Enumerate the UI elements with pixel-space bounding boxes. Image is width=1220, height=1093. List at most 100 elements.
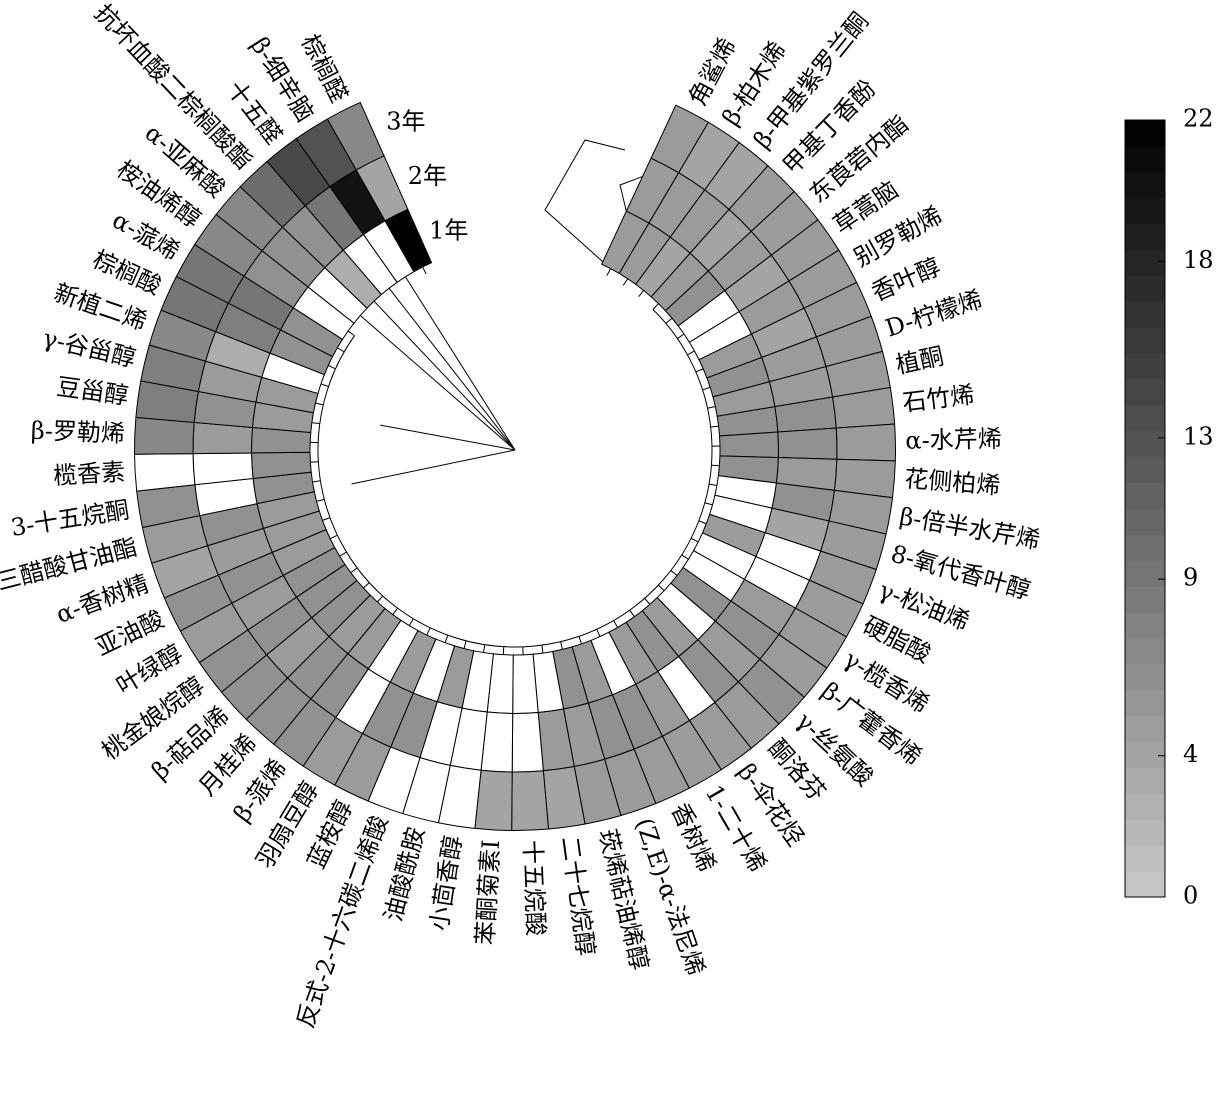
dendrogram-leaf (320, 383, 329, 388)
dendrogram-leaf (339, 551, 347, 557)
dendrogram-leaf (708, 483, 717, 486)
dendrogram-leaf (541, 645, 544, 654)
dendrogram-leaf (337, 347, 345, 353)
dendrogram-branch (351, 424, 516, 485)
dendrogram-leaf (463, 640, 467, 649)
dendrogram-leaf (704, 502, 713, 506)
heat-cell (511, 770, 550, 831)
colorbar-frame (1124, 119, 1166, 898)
heat-cell (718, 431, 779, 459)
heat-cell (777, 427, 838, 460)
colorbar-band (1125, 741, 1165, 768)
dendrogram-leaf (408, 618, 414, 626)
heat-cell (134, 453, 196, 492)
colorbar-band (1125, 145, 1165, 173)
dendrogram-leaf (702, 386, 711, 391)
colorbar-tick-label: 22 (1183, 105, 1214, 133)
dendrogram-leaf (328, 365, 336, 370)
dendrogram-leaf (613, 620, 619, 628)
colorbar-band (1125, 430, 1165, 458)
colorbar-band (1125, 327, 1165, 354)
colorbar-band (1125, 871, 1165, 898)
dendrogram-leaf (377, 595, 384, 603)
colorbar-band (1125, 275, 1165, 302)
dendrogram-leaf (578, 636, 583, 645)
heat-cell (326, 101, 385, 171)
dendrogram-leaf (322, 517, 331, 521)
dendrogram-leaf (404, 276, 411, 284)
colorbar-band (1125, 638, 1165, 665)
dendrogram-leaf (687, 350, 695, 356)
dendrogram-leaf (711, 464, 720, 467)
dendrogram-branch (366, 320, 516, 451)
colorbar-band (1125, 793, 1165, 820)
colorbar-band (1125, 586, 1165, 613)
dendrogram-leaf (670, 570, 678, 576)
dendrogram-leaf (311, 422, 320, 425)
category-label: 榄香素 (52, 458, 126, 490)
colorbar-band (1125, 197, 1165, 225)
category-label: β-罗勒烯 (30, 416, 125, 447)
category-label: 二十七烷醇 (556, 835, 600, 958)
dendrogram-branch (393, 294, 516, 451)
dendrogram-leaf (483, 644, 486, 653)
colorbar-band (1125, 767, 1165, 794)
colorbar-band (1125, 715, 1165, 743)
dendrogram-leaf (316, 498, 325, 502)
dendrogram-leaf (312, 480, 321, 483)
dendrogram-leaf (392, 607, 398, 615)
dendrogram-leaf (665, 317, 673, 324)
colorbar-band (1125, 508, 1165, 535)
dendrogram-leaf (359, 315, 367, 322)
dendrogram-leaf (652, 303, 659, 310)
colorbar-band (1125, 120, 1165, 147)
dendrogram-leaf (350, 567, 358, 574)
dendrogram-leaf (329, 534, 338, 540)
colorbar-band (1125, 301, 1165, 328)
dendrogram-branch (317, 308, 713, 648)
colorbar-tick-label: 9 (1183, 564, 1198, 592)
colorbar-band (1125, 845, 1165, 872)
dendrogram-leaf (315, 402, 324, 406)
colorbar-tick-label: 4 (1183, 740, 1198, 768)
category-label: γ-谷甾醇 (40, 324, 138, 373)
dendrogram-branch (409, 283, 516, 451)
dendrogram-leaf (644, 598, 651, 605)
colorbar-band (1125, 353, 1165, 380)
dendrogram-leaf (363, 582, 370, 589)
ring-label: 1年 (429, 217, 468, 245)
category-label: 十五烷酸 (518, 840, 550, 937)
category-label: 石竹烯 (901, 381, 976, 417)
colorbar-band (1125, 612, 1165, 639)
category-label: 小茴香醇 (425, 833, 467, 932)
dendrogram-leaf (710, 425, 719, 428)
colorbar-tick-label: 18 (1183, 246, 1214, 274)
colorbar-band (1125, 534, 1165, 561)
dendrogram-leaf (426, 627, 431, 636)
dendrogram-leaf (388, 287, 395, 295)
colorbar-band (1125, 663, 1165, 691)
dendrogram-leaf (373, 300, 380, 308)
dendrogram-leaf (622, 278, 629, 286)
dendrogram-leaf (658, 584, 665, 591)
colorbar-band (1125, 249, 1165, 276)
heat-cell (835, 423, 896, 462)
category-label: 花侧柏烯 (903, 465, 1001, 500)
ring-label: 2年 (408, 162, 447, 190)
dendrogram-leaf (695, 368, 704, 373)
colorbar-band (1125, 689, 1165, 717)
dendrogram-leaf (560, 641, 563, 650)
colorbar-band (1125, 171, 1165, 199)
dendrogram-leaf (677, 333, 685, 339)
heat-cell (134, 416, 195, 455)
colorbar-tick-label: 13 (1183, 422, 1214, 450)
colorbar-band (1125, 560, 1165, 587)
dendrogram (310, 139, 720, 655)
dendrogram-leaf (629, 609, 635, 617)
dendrogram-leaf (698, 520, 707, 525)
dendrogram-leaf (681, 554, 689, 560)
category-label: 植酮 (893, 342, 946, 380)
colorbar-band (1125, 223, 1165, 250)
heat-cell (511, 711, 544, 773)
